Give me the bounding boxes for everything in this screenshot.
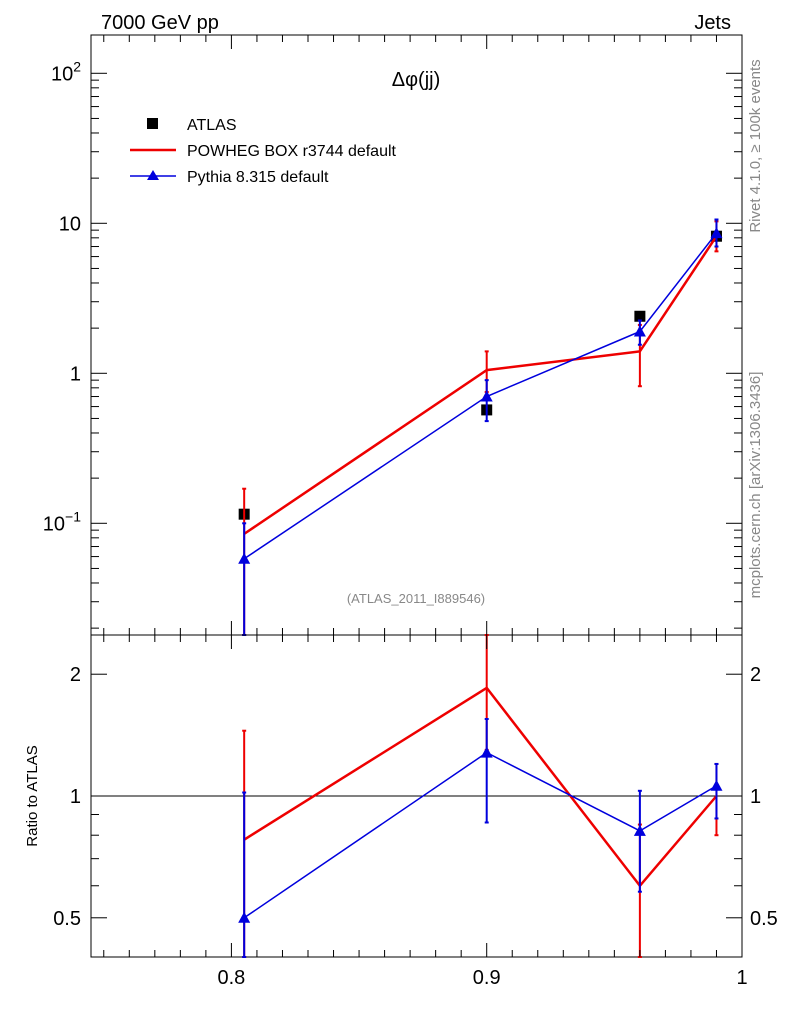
powheg-line-ratio — [243, 686, 718, 888]
x-axis-ticks: 0.8 0.9 1 — [103, 35, 748, 989]
y-tick-label-main: 1 — [70, 363, 81, 385]
y-tick-label-ratio: 2 — [70, 664, 81, 686]
y-tick-label-main: 102 — [51, 58, 81, 85]
x-tick-label: 1 — [736, 967, 747, 989]
pythia-point-ratio — [238, 911, 251, 923]
pythia-point-main — [480, 390, 493, 402]
side-label-bottom: mcplots.cern.ch [arXiv:1306.3436] — [747, 372, 764, 599]
pythia-point-ratio — [480, 746, 493, 758]
pythia-point-main — [633, 325, 646, 337]
header-right: Jets — [694, 12, 731, 34]
x-tick-label: 0.9 — [473, 967, 501, 989]
x-tick-label: 0.8 — [218, 967, 246, 989]
ratio-ylabel: Ratio to ATLAS — [24, 745, 41, 846]
analysis-label: (ATLAS_2011_I889546) — [347, 591, 485, 606]
legend-pythia-marker — [147, 170, 159, 180]
y-tick-label-ratio: 0.5 — [53, 908, 81, 930]
legend-atlas-marker — [147, 118, 158, 129]
ratio-ticks: 0.5 0.5 1 1 2 2 — [53, 664, 778, 958]
ratio-data — [238, 634, 723, 958]
powheg-line-main — [243, 235, 718, 535]
y-tick-label-main: 10 — [59, 213, 81, 235]
main-panel: Δφ(jj) (ATLAS_2011_I889546) ATLAS POWHEG… — [43, 34, 743, 636]
y-tick-label-ratio-right: 0.5 — [750, 908, 778, 930]
pythia-point-main — [238, 552, 251, 564]
y-tick-label-ratio: 1 — [70, 786, 81, 808]
pythia-point-main — [710, 227, 723, 239]
atlas-point — [634, 310, 646, 322]
y-tick-label-ratio-right: 2 — [750, 664, 761, 686]
main-data — [238, 218, 723, 636]
y-tick-label-main: 10−1 — [43, 508, 81, 535]
y-tick-label-ratio-right: 1 — [750, 786, 761, 808]
main-ticks: 10−1 1 10 102 — [43, 58, 742, 629]
legend: ATLAS POWHEG BOX r3744 default Pythia 8.… — [130, 117, 397, 186]
side-label-top: Rivet 4.1.0, ≥ 100k events — [747, 59, 764, 232]
pythia-point-ratio — [633, 824, 646, 836]
legend-label-atlas: ATLAS — [187, 117, 237, 134]
ratio-panel: Ratio to ATLAS 0.5 0.5 1 1 2 2 — [24, 634, 778, 958]
chart-title: Δφ(jj) — [392, 69, 441, 91]
pythia-point-ratio — [710, 779, 723, 791]
pythia-line-ratio — [243, 751, 717, 919]
pythia-line-main — [243, 232, 718, 560]
header-left: 7000 GeV pp — [101, 12, 219, 34]
legend-label-pythia: Pythia 8.315 default — [187, 169, 329, 186]
legend-label-powheg: POWHEG BOX r3744 default — [187, 143, 397, 160]
